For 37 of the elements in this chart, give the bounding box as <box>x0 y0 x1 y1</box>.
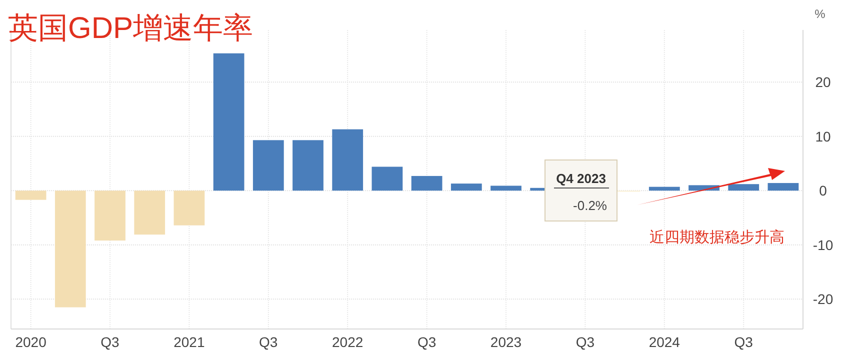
y-tick-label: 0 <box>819 182 828 199</box>
annotation: Q4 2023 <box>556 171 606 186</box>
bar <box>292 140 324 191</box>
bar <box>94 190 126 241</box>
bar <box>15 190 46 200</box>
x-tick-label: Q3 <box>734 334 754 350</box>
x-tick-label: Q3 <box>100 334 120 350</box>
annotation: 近四期数据稳步升高 <box>650 229 784 246</box>
y-tick-label: -20 <box>812 291 834 308</box>
bar <box>648 186 680 191</box>
x-tick-label: Q3 <box>417 334 436 350</box>
y-axis-title: % <box>814 7 826 21</box>
y-tick-label: -10 <box>812 236 834 253</box>
x-tick-label: 2020 <box>15 334 47 350</box>
bar <box>768 183 799 191</box>
x-tick-label: 2021 <box>174 334 205 350</box>
bar <box>174 190 205 226</box>
x-tick-label: 2022 <box>332 334 364 350</box>
bar <box>252 140 284 191</box>
y-tick-label: 10 <box>815 128 831 144</box>
x-tick-label: Q3 <box>259 334 278 350</box>
chart-title: 英国GDP增速年率 <box>8 12 254 45</box>
bar <box>134 190 166 235</box>
bar <box>332 129 364 191</box>
bar <box>728 184 760 191</box>
x-tick-label: 2023 <box>490 334 522 350</box>
x-tick-label: 2024 <box>648 334 680 350</box>
annotation: -0.2% <box>573 198 608 213</box>
bar <box>372 166 403 191</box>
bar <box>411 176 442 191</box>
x-tick-label: Q3 <box>576 334 595 350</box>
bar <box>54 190 86 308</box>
bar <box>490 186 522 191</box>
y-tick-label: 20 <box>815 74 831 90</box>
bar <box>213 53 244 191</box>
bar <box>450 184 482 191</box>
tooltip: Q4 2023 -0.2% <box>544 160 618 222</box>
